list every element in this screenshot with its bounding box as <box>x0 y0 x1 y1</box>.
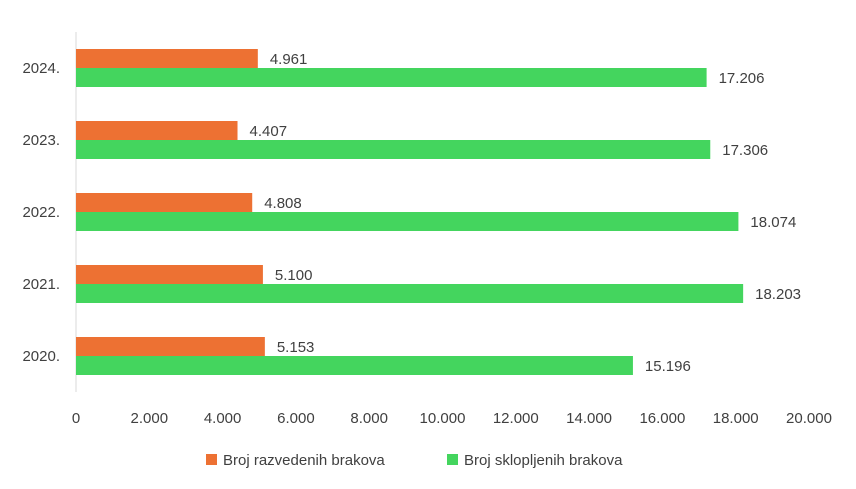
bar-divorces <box>76 49 258 68</box>
category-label: 2022. <box>22 204 60 221</box>
legend-label-marriages: Broj sklopljenih brakova <box>464 452 623 469</box>
legend-swatch-divorces <box>206 454 217 465</box>
bar-marriages <box>76 212 739 231</box>
data-label: 17.306 <box>722 142 768 159</box>
data-label: 18.074 <box>750 214 796 231</box>
category-label: 2023. <box>22 132 60 149</box>
data-label: 4.808 <box>264 195 302 212</box>
category-labels-group: 2020. 2021. 2022. 2023. 2024. <box>22 60 60 365</box>
x-tick-label: 4.000 <box>204 410 242 427</box>
bar-marriages <box>76 284 744 303</box>
data-label: 18.203 <box>755 286 801 303</box>
x-tick-label: 16.000 <box>639 410 685 427</box>
data-labels-group: 5.153 15.196 5.100 18.203 4.808 18.074 4.407 17… <box>250 51 802 375</box>
bar-divorces <box>76 121 238 140</box>
bar-marriages <box>76 68 707 87</box>
legend: Broj razvedenih brakova Broj sklopljenih … <box>206 452 623 469</box>
legend-swatch-marriages <box>447 454 458 465</box>
data-label: 17.206 <box>719 70 765 87</box>
bars-group <box>76 49 744 375</box>
bar-divorces <box>76 265 263 284</box>
category-label: 2024. <box>22 60 60 77</box>
category-label: 2020. <box>22 348 60 365</box>
x-tick-label: 2.000 <box>131 410 169 427</box>
legend-label-divorces: Broj razvedenih brakova <box>223 452 385 469</box>
x-tick-label: 12.000 <box>493 410 539 427</box>
x-tick-label: 20.000 <box>786 410 832 427</box>
x-tick-labels-group: 0 2.000 4.000 6.000 8.000 10.000 12.000 14.000 1… <box>72 410 832 427</box>
bar-marriages <box>76 356 633 375</box>
x-tick-label: 6.000 <box>277 410 315 427</box>
bar-divorces <box>76 193 253 212</box>
category-label: 2021. <box>22 276 60 293</box>
data-label: 15.196 <box>645 358 691 375</box>
data-label: 5.153 <box>277 339 315 356</box>
bar-marriages <box>76 140 711 159</box>
x-tick-label: 10.000 <box>420 410 466 427</box>
data-label: 5.100 <box>275 267 313 284</box>
data-label: 4.961 <box>270 51 308 68</box>
x-tick-label: 18.000 <box>713 410 759 427</box>
x-tick-label: 14.000 <box>566 410 612 427</box>
x-tick-label: 8.000 <box>350 410 388 427</box>
data-label: 4.407 <box>250 123 288 140</box>
x-tick-label: 0 <box>72 410 80 427</box>
bar-divorces <box>76 337 265 356</box>
